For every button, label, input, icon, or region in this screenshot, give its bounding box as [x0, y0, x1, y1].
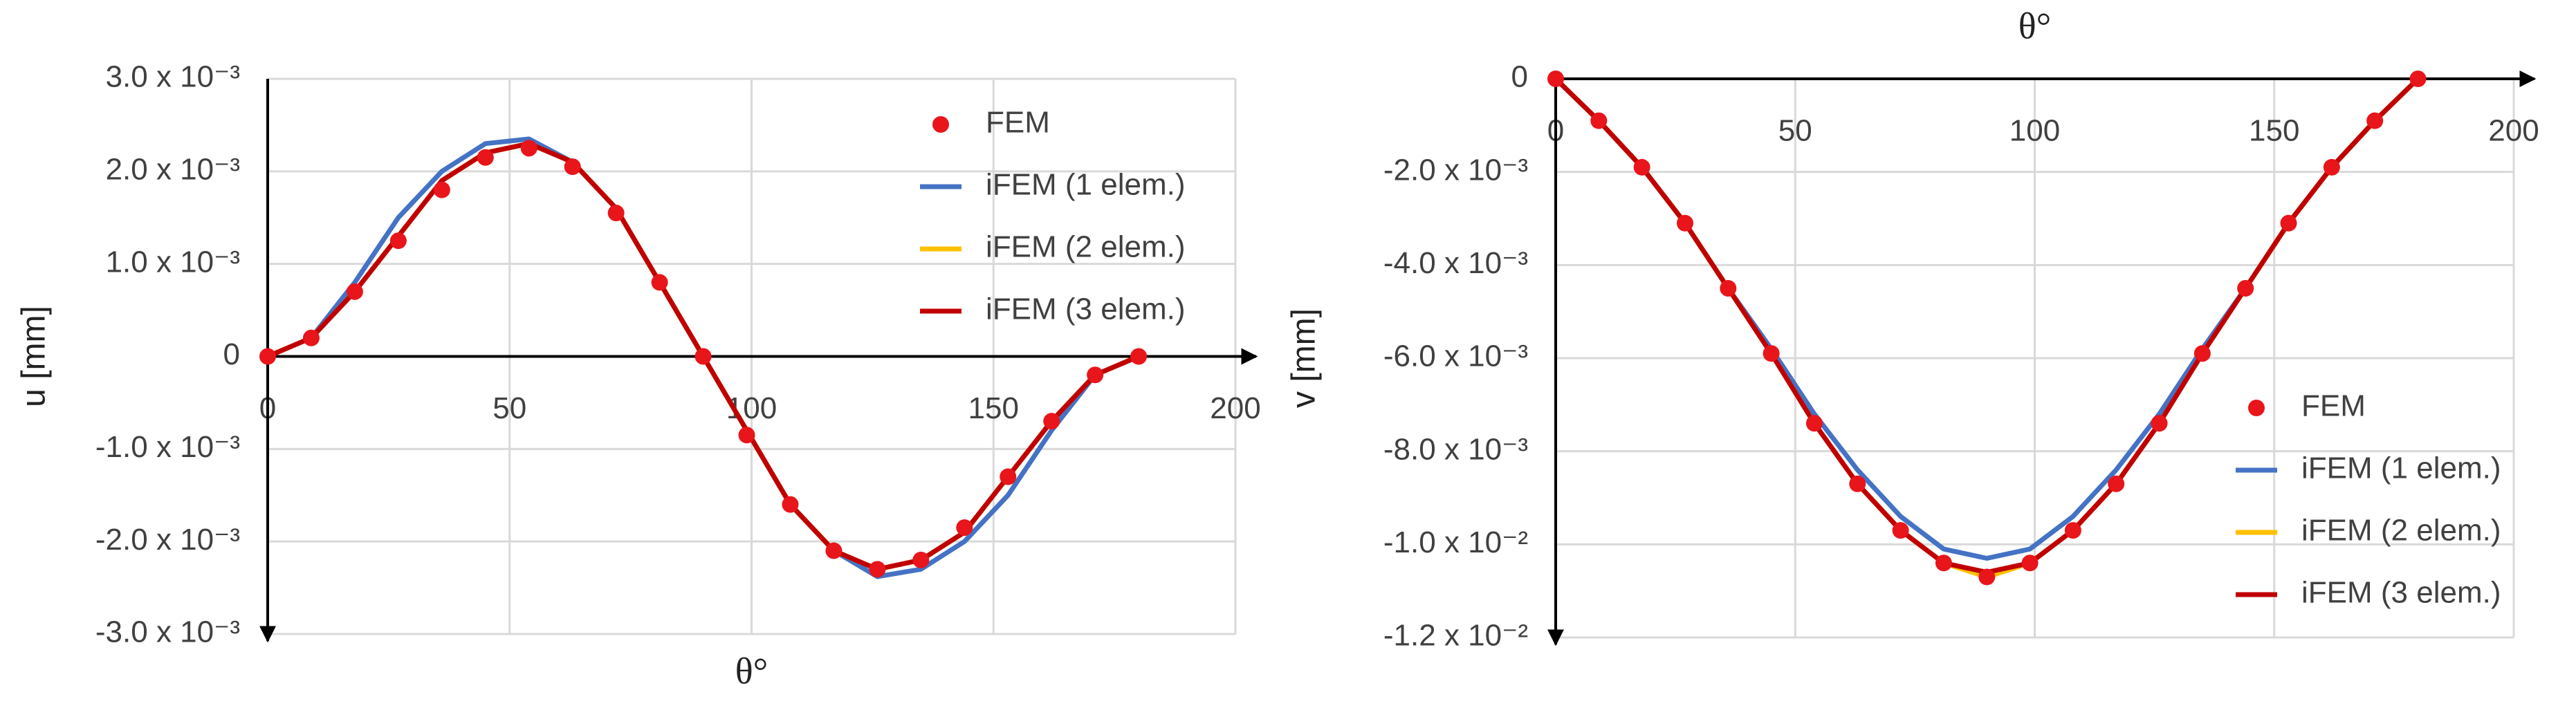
data-point	[1763, 345, 1780, 362]
data-point	[1130, 348, 1148, 365]
data-point	[2237, 280, 2254, 297]
y-tick-label: 2.0 x 10⁻³	[106, 152, 240, 186]
data-point	[1633, 158, 1650, 176]
y-tick-label: 0	[1511, 60, 1528, 94]
y-tick-label: -3.0 x 10⁻³	[95, 615, 240, 649]
legend-label: iFEM (2 elem.)	[986, 230, 1185, 264]
data-point	[2064, 522, 2081, 539]
series-line	[1554, 77, 2420, 561]
data-point	[1892, 522, 1909, 539]
x-axis-title: θ°	[2018, 5, 2051, 46]
y-tick-label: 1.0 x 10⁻³	[106, 245, 240, 279]
data-point	[1805, 415, 1823, 432]
x-tick-label: 150	[2249, 114, 2299, 148]
data-point	[564, 158, 581, 176]
data-point	[2021, 555, 2039, 572]
series-line	[1554, 77, 2420, 575]
data-point	[477, 149, 494, 166]
data-point	[2151, 415, 2168, 432]
data-point	[2193, 345, 2211, 362]
data-point	[433, 181, 450, 198]
data-point	[1676, 214, 1693, 232]
data-point	[1590, 112, 1608, 129]
data-point	[1087, 366, 1104, 384]
series-line	[1554, 77, 2420, 579]
data-point	[694, 348, 712, 365]
x-tick-label: 150	[968, 391, 1019, 425]
y-tick-label: -1.0 x 10⁻²	[1383, 525, 1528, 559]
y-tick-label: -6.0 x 10⁻³	[1383, 339, 1528, 373]
legend-label: iFEM (3 elem.)	[2301, 576, 2501, 610]
data-point	[825, 542, 843, 559]
legend-marker	[2248, 400, 2265, 416]
data-point	[1000, 468, 1017, 485]
data-point	[2366, 112, 2384, 129]
legend-marker	[932, 116, 949, 133]
x-tick-label: 50	[493, 391, 526, 425]
x-axis-title: θ°	[735, 650, 768, 691]
y-tick-label: 3.0 x 10⁻³	[106, 60, 240, 94]
legend-label: FEM	[2301, 389, 2366, 423]
data-point	[389, 232, 407, 250]
y-tick-label: -2.0 x 10⁻³	[1383, 153, 1528, 187]
legend-label: iFEM (3 elem.)	[986, 292, 1185, 326]
x-tick-label: 200	[2488, 114, 2539, 148]
data-point	[2280, 214, 2297, 232]
y-tick-label: -1.2 x 10⁻²	[1383, 619, 1528, 653]
y-axis-title: u [mm]	[16, 306, 53, 407]
y-tick-label: -2.0 x 10⁻³	[95, 523, 240, 557]
data-point	[2323, 158, 2340, 176]
data-point	[1849, 475, 1866, 492]
x-tick-label: 100	[2009, 114, 2060, 148]
y-axis-title: v [mm]	[1286, 308, 1323, 408]
data-point	[912, 551, 930, 568]
data-point	[956, 519, 973, 537]
data-point	[869, 561, 886, 578]
data-point	[2108, 475, 2125, 492]
y-tick-label: 0	[223, 337, 240, 371]
x-tick-label: 200	[1210, 391, 1260, 425]
data-point	[302, 329, 320, 346]
y-tick-label: -8.0 x 10⁻³	[1383, 432, 1528, 466]
data-point	[651, 274, 668, 291]
y-tick-label: -4.0 x 10⁻³	[1383, 246, 1528, 280]
legend-label: FEM	[986, 106, 1050, 140]
data-point	[520, 140, 537, 157]
data-point	[1547, 71, 1564, 87]
legend-label: iFEM (1 elem.)	[2301, 451, 2501, 485]
data-point	[346, 283, 363, 300]
legend-label: iFEM (1 elem.)	[986, 168, 1185, 202]
data-point	[1043, 413, 1060, 430]
legend-label: iFEM (2 elem.)	[2301, 514, 2501, 548]
data-point	[607, 205, 625, 222]
data-point	[738, 427, 755, 444]
data-point	[782, 496, 799, 513]
data-point	[1720, 280, 1737, 297]
y-tick-label: -1.0 x 10⁻³	[95, 430, 240, 464]
x-tick-label: 50	[1778, 114, 1812, 148]
data-point	[2409, 71, 2427, 87]
data-point	[259, 348, 276, 365]
data-point	[1978, 568, 1996, 586]
data-point	[1935, 555, 1952, 572]
